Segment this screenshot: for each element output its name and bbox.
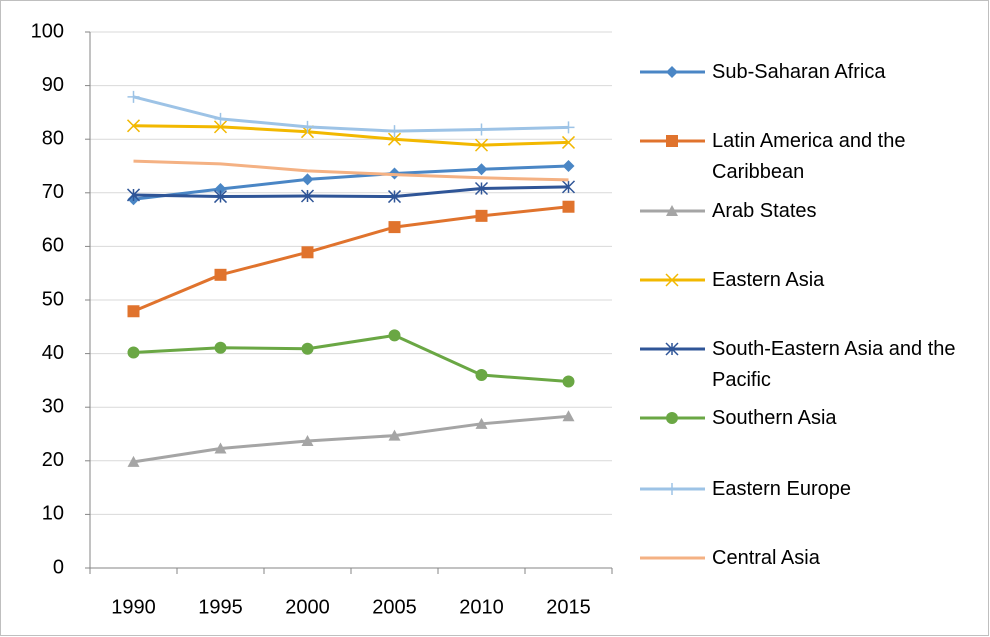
series-line — [133, 159, 569, 182]
marker — [666, 483, 678, 495]
legend-label: Eastern Europe — [712, 477, 851, 500]
marker — [666, 135, 678, 147]
marker — [388, 429, 401, 441]
y-tick-label: 90 — [42, 74, 64, 96]
y-tick-label: 10 — [42, 503, 64, 525]
marker — [214, 442, 227, 454]
legend-label: Southern Asia — [712, 406, 837, 429]
marker — [214, 341, 227, 354]
marker — [666, 412, 678, 424]
x-tick-label: 2015 — [546, 596, 591, 618]
legend-label: Eastern Asia — [712, 268, 825, 291]
y-tick-label: 0 — [53, 556, 64, 578]
marker — [562, 375, 575, 388]
marker — [214, 268, 227, 281]
marker — [213, 190, 228, 204]
marker — [127, 90, 140, 103]
marker — [126, 119, 141, 133]
marker — [301, 246, 314, 259]
marker — [666, 66, 678, 78]
marker — [213, 120, 228, 134]
marker — [562, 160, 575, 172]
marker — [127, 346, 140, 359]
legend-label: Sub-Saharan Africa — [712, 60, 886, 83]
marker — [388, 329, 401, 342]
marker — [301, 434, 314, 446]
y-tick-label: 70 — [42, 181, 64, 203]
series-line — [133, 414, 569, 464]
y-tick-label: 80 — [42, 127, 64, 149]
marker — [665, 273, 679, 287]
marker — [301, 173, 314, 186]
marker — [475, 417, 488, 429]
y-tick-label: 60 — [42, 235, 64, 257]
marker — [388, 125, 401, 138]
series-line — [133, 333, 569, 383]
y-tick-label: 20 — [42, 449, 64, 471]
marker — [301, 120, 314, 133]
marker — [562, 121, 575, 134]
x-tick-label: 1995 — [198, 596, 243, 618]
x-tick-label: 2010 — [459, 596, 504, 618]
marker — [475, 123, 488, 136]
y-tick-label: 50 — [42, 288, 64, 310]
marker — [214, 112, 227, 125]
marker — [127, 305, 140, 318]
marker — [475, 369, 488, 382]
marker — [387, 190, 402, 204]
legend-label: Arab States — [712, 199, 817, 222]
x-tick-label: 2005 — [372, 596, 417, 618]
legend-label: South-Eastern Asia and the Pacific — [712, 337, 956, 391]
series-line — [133, 124, 569, 147]
series-line — [133, 185, 569, 199]
series-line — [133, 164, 569, 201]
marker — [475, 163, 488, 176]
marker — [127, 455, 140, 467]
marker — [562, 200, 575, 213]
marker — [474, 181, 489, 196]
marker — [475, 209, 488, 222]
marker — [301, 342, 314, 355]
legend-label: Latin America and the Caribbean — [712, 129, 906, 183]
marker — [561, 135, 576, 149]
marker — [300, 189, 315, 203]
marker — [666, 205, 678, 216]
marker — [562, 410, 575, 422]
marker — [561, 180, 576, 194]
marker — [388, 221, 401, 234]
x-tick-label: 1990 — [111, 596, 156, 618]
marker — [474, 138, 489, 152]
marker — [387, 132, 402, 146]
series-line — [133, 95, 569, 133]
marker — [214, 183, 227, 196]
y-tick-label: 100 — [31, 20, 64, 42]
y-tick-label: 30 — [42, 395, 64, 417]
series-line — [132, 205, 569, 313]
marker — [126, 188, 141, 202]
legend-label: Central Asia — [712, 546, 820, 569]
marker — [665, 342, 679, 356]
x-tick-label: 2000 — [285, 596, 330, 618]
y-tick-label: 40 — [42, 342, 64, 364]
